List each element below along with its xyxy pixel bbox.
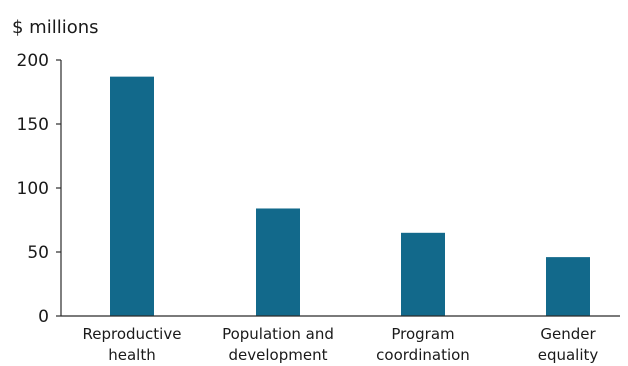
x-tick-label: Gender equality — [538, 325, 599, 364]
x-axis-labels: Reproductive health Population and developm… — [83, 325, 599, 364]
y-tick-label: 200 — [17, 51, 49, 71]
bars — [110, 76, 590, 316]
x-tick-label: Reproductive health — [83, 325, 182, 364]
bar — [401, 232, 445, 316]
bar — [546, 257, 590, 316]
y-tick-label: 150 — [17, 115, 49, 135]
x-tick-label: Population and development — [222, 325, 334, 364]
y-axis-ticks: 0 50 100 150 200 — [17, 51, 61, 327]
y-axis-unit-label: $ millions — [12, 17, 99, 38]
bar — [110, 76, 154, 316]
y-tick-label: 0 — [38, 307, 49, 327]
y-tick-label: 100 — [17, 179, 49, 199]
bar — [256, 208, 300, 316]
x-tick-label: Program coordination — [376, 325, 470, 364]
y-tick-label: 50 — [27, 243, 49, 263]
